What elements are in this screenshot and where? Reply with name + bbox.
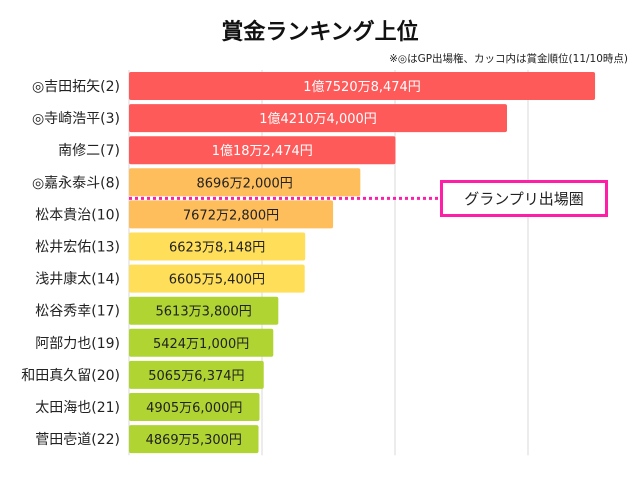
category-label: 太田海也(21) [35, 400, 120, 416]
category-label: ◎吉田拓矢(2) [32, 79, 120, 95]
category-label: 南修二(7) [58, 143, 120, 159]
bar-value-label: 1億7520万8,474円 [303, 79, 421, 95]
bar-value-label: 1億4210万4,000円 [259, 111, 377, 127]
category-label: 松井宏佑(13) [35, 240, 120, 256]
bar [129, 264, 305, 293]
chart-subtitle: ※◎はGP出場権、カッコ内は賞金順位(11/10時点) [389, 53, 628, 65]
bar [129, 104, 507, 133]
category-label: 浅井康太(14) [35, 271, 120, 288]
bar-value-label: 4905万6,000円 [146, 401, 242, 416]
bar [129, 72, 596, 100]
bar-value-label: 5065万6,374円 [148, 369, 244, 384]
grand-prix-zone-label: グランプリ出場圏 [440, 180, 608, 217]
bar-value-label: 8696万2,000円 [197, 176, 293, 191]
bar-value-label: 6623万8,148円 [169, 241, 265, 256]
bar [129, 200, 334, 229]
bar-value-label: 5613万3,800円 [156, 305, 252, 320]
bar [129, 232, 306, 261]
bar-value-label: 4869万5,300円 [146, 433, 242, 448]
bar [129, 328, 274, 357]
chart-title: 賞金ランキング上位 [221, 20, 419, 45]
category-label: ◎寺崎浩平(3) [32, 111, 120, 127]
bar-value-label: 7672万2,800円 [183, 208, 279, 223]
category-label: 松本貴治(10) [35, 207, 120, 223]
category-label: ◎嘉永泰斗(8) [32, 175, 120, 191]
bar [129, 360, 264, 389]
category-label: 菅田壱道(22) [35, 431, 120, 448]
bar [129, 393, 260, 421]
bar-value-label: 1億18万2,474円 [212, 143, 313, 159]
bar [129, 425, 259, 454]
bar [129, 168, 361, 197]
category-label: 阿部力也(19) [35, 336, 120, 352]
bar-value-label: 5424万1,000円 [153, 337, 249, 352]
bar [129, 296, 279, 325]
category-label: 和田真久留(20) [21, 368, 120, 384]
category-label: 松谷秀幸(17) [35, 304, 120, 320]
bar-value-label: 6605万5,400円 [169, 273, 265, 288]
bar [129, 136, 396, 165]
